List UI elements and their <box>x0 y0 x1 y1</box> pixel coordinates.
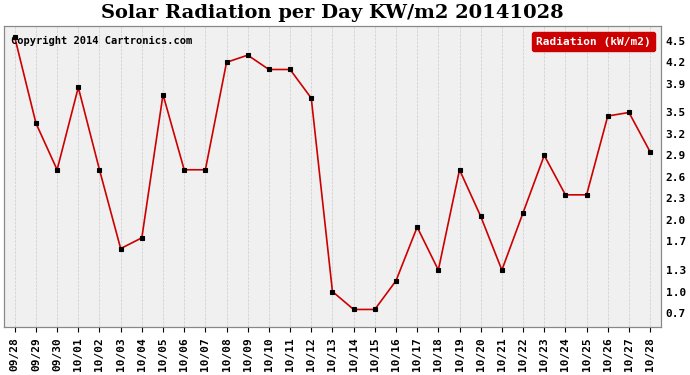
Title: Solar Radiation per Day KW/m2 20141028: Solar Radiation per Day KW/m2 20141028 <box>101 4 564 22</box>
Radiation (kW/m2) <box>265 67 273 72</box>
Text: Copyright 2014 Cartronics.com: Copyright 2014 Cartronics.com <box>11 36 192 45</box>
Radiation (kW/m2) <box>307 96 315 100</box>
Radiation (kW/m2) <box>434 268 442 272</box>
Legend: Radiation (kW/m2): Radiation (kW/m2) <box>531 32 656 51</box>
Radiation (kW/m2) <box>117 246 125 251</box>
Radiation (kW/m2) <box>10 35 19 39</box>
Radiation (kW/m2) <box>159 92 167 97</box>
Radiation (kW/m2) <box>392 279 400 283</box>
Radiation (kW/m2) <box>497 268 506 272</box>
Radiation (kW/m2) <box>74 85 82 90</box>
Radiation (kW/m2) <box>625 110 633 115</box>
Radiation (kW/m2) <box>540 153 549 158</box>
Radiation (kW/m2) <box>201 168 210 172</box>
Radiation (kW/m2) <box>286 67 294 72</box>
Radiation (kW/m2) <box>53 168 61 172</box>
Line: Radiation (kW/m2): Radiation (kW/m2) <box>12 35 653 312</box>
Radiation (kW/m2) <box>561 193 569 197</box>
Radiation (kW/m2) <box>519 210 527 215</box>
Radiation (kW/m2) <box>371 307 379 312</box>
Radiation (kW/m2) <box>582 193 591 197</box>
Radiation (kW/m2) <box>477 214 485 219</box>
Radiation (kW/m2) <box>32 121 40 126</box>
Radiation (kW/m2) <box>222 60 230 64</box>
Radiation (kW/m2) <box>138 236 146 240</box>
Radiation (kW/m2) <box>604 114 612 118</box>
Radiation (kW/m2) <box>455 168 464 172</box>
Radiation (kW/m2) <box>95 168 104 172</box>
Radiation (kW/m2) <box>244 53 252 57</box>
Radiation (kW/m2) <box>413 225 422 230</box>
Radiation (kW/m2) <box>328 289 337 294</box>
Radiation (kW/m2) <box>180 168 188 172</box>
Radiation (kW/m2) <box>349 307 357 312</box>
Radiation (kW/m2) <box>646 150 654 154</box>
